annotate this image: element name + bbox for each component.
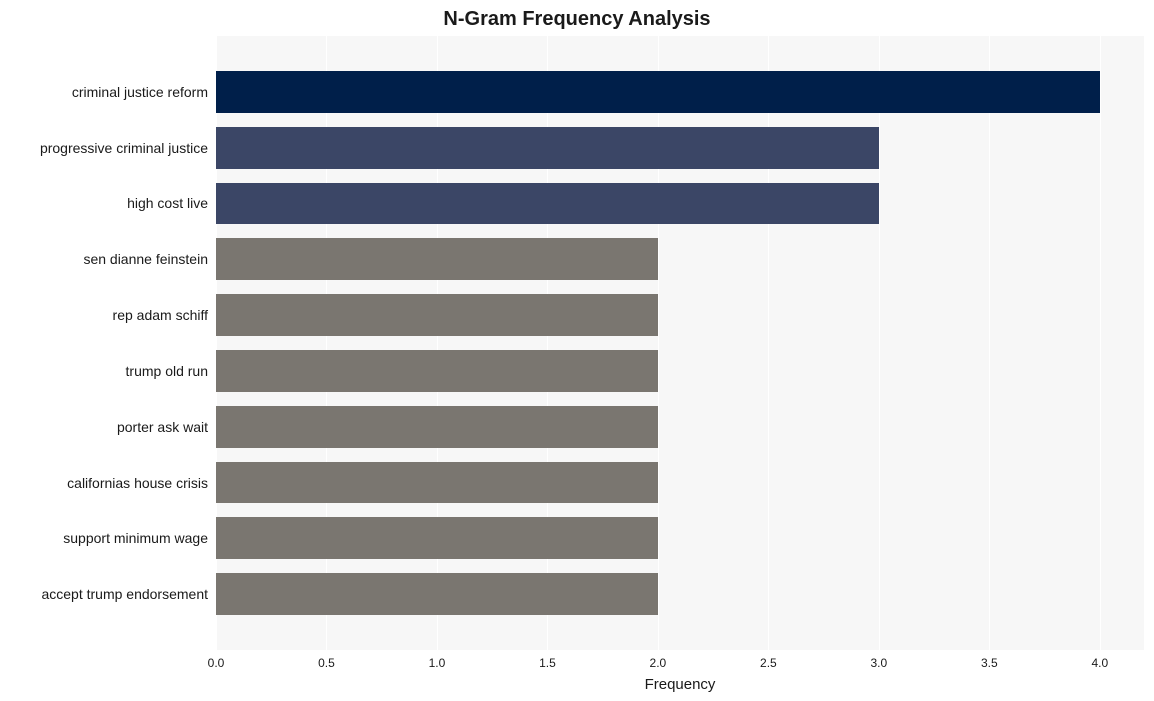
grid-line [989, 36, 990, 650]
bar [216, 462, 658, 504]
chart-title: N-Gram Frequency Analysis [0, 8, 1154, 31]
y-tick-label: accept trump endorsement [41, 586, 216, 602]
grid-line [879, 36, 880, 650]
x-tick-label: 0.5 [318, 656, 335, 670]
y-tick-label: high cost live [127, 195, 216, 211]
y-tick-label: progressive criminal justice [40, 140, 216, 156]
y-tick-label: support minimum wage [63, 530, 216, 546]
x-tick-label: 2.5 [760, 656, 777, 670]
y-tick-label: criminal justice reform [72, 84, 216, 100]
x-tick-label: 1.5 [539, 656, 556, 670]
x-tick-label: 1.0 [429, 656, 446, 670]
x-tick-label: 4.0 [1091, 656, 1108, 670]
y-tick-label: sen dianne feinstein [83, 251, 216, 267]
x-tick-label: 2.0 [650, 656, 667, 670]
x-tick-label: 0.0 [208, 656, 225, 670]
plot-area: 0.00.51.01.52.02.53.03.54.0criminal just… [216, 36, 1144, 650]
bar [216, 294, 658, 336]
y-tick-label: trump old run [126, 363, 216, 379]
bar [216, 127, 879, 169]
x-tick-label: 3.5 [981, 656, 998, 670]
bar [216, 350, 658, 392]
bar [216, 183, 879, 225]
y-tick-label: rep adam schiff [113, 307, 216, 323]
bar [216, 238, 658, 280]
grid-line [1100, 36, 1101, 650]
bar [216, 71, 1100, 113]
y-tick-label: porter ask wait [117, 419, 216, 435]
x-axis-label: Frequency [216, 676, 1144, 693]
bar [216, 517, 658, 559]
bar [216, 406, 658, 448]
ngram-frequency-chart: N-Gram Frequency Analysis 0.00.51.01.52.… [0, 0, 1154, 701]
y-tick-label: californias house crisis [67, 475, 216, 491]
bar [216, 573, 658, 615]
x-tick-label: 3.0 [871, 656, 888, 670]
